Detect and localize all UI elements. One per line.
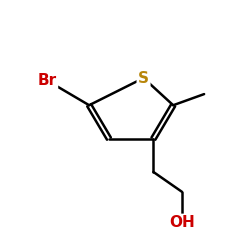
Text: OH: OH	[169, 215, 195, 230]
Text: Br: Br	[38, 73, 57, 88]
Text: S: S	[138, 70, 149, 86]
